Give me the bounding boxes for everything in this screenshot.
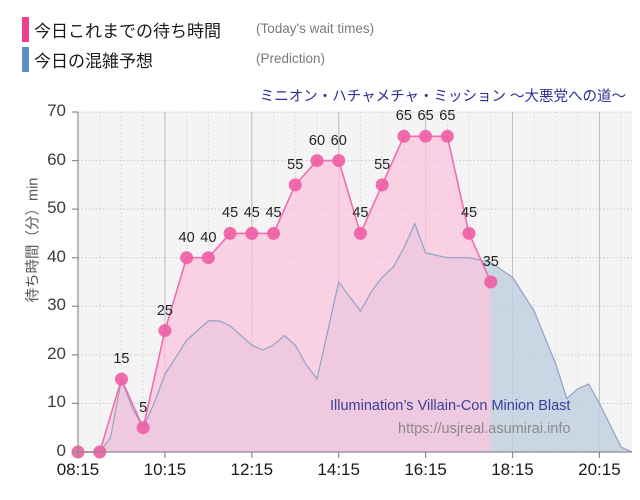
data-point-label: 40 [178,229,195,246]
y-tick-label: 0 [56,441,66,460]
y-tick-label: 10 [47,392,66,412]
today-area [78,136,491,453]
y-tick-label: 60 [47,149,66,169]
data-point-label: 45 [265,205,282,222]
data-point-label: 45 [222,205,239,222]
axis-lines [77,112,632,453]
data-point-label: 55 [374,156,391,173]
data-point-label: 60 [330,132,347,149]
data-point-label: 5 [139,399,148,416]
legend-swatch-prediction [22,46,29,72]
x-tick-label: 14:15 [317,460,360,479]
data-point-label: 65 [395,108,412,125]
prediction-line [78,222,633,453]
source-url: https://usjreal.asumirai.info [398,421,571,437]
x-tick-label: 10:15 [143,460,187,479]
y-tick-label: 70 [47,101,66,120]
legend-label-today-en: (Today's wait times) [256,21,375,36]
legend-row-prediction: 今日の混雑予想 [22,45,153,73]
attraction-title-jp: ミニオン・ハチャメチャ・ミッション ～大悪党への道～ [259,89,626,105]
axis-ticks [72,111,601,458]
legend-label-prediction-en: (Prediction) [256,51,326,66]
data-point-label: 65 [417,108,434,125]
legend-row-today: 今日これまでの待ち時間 [22,15,221,43]
data-point-label: 15 [113,351,130,368]
legend-label-today-jp: 今日これまでの待ち時間 [34,21,221,41]
data-point-label: 25 [156,302,173,319]
y-tick-label: 40 [47,246,66,266]
legend-label-prediction-jp: 今日の混雑予想 [34,51,153,71]
data-point-label: 45 [352,205,369,222]
x-tick-label: 20:15 [578,460,621,479]
x-tick-label: 08:15 [56,460,100,479]
attraction-title-en: Illumination’s Villain-Con Minion Blast [330,398,571,414]
y-tick-label: 50 [47,198,66,218]
x-tick-label: 12:15 [230,460,274,479]
y-tick-label: 20 [47,343,66,363]
y-tick-label: 30 [47,295,66,315]
legend-swatch-today [22,16,29,42]
x-tick-label: 18:15 [491,460,534,479]
data-point-label: 45 [460,205,478,222]
x-tick-label: 16:15 [404,460,447,479]
data-point-label: 45 [243,205,260,222]
data-point-label: 40 [200,229,217,246]
data-point-label: 35 [482,254,499,270]
data-point-label: 55 [287,156,304,173]
data-point-label: 65 [439,108,456,125]
data-point-label: 60 [308,132,326,149]
